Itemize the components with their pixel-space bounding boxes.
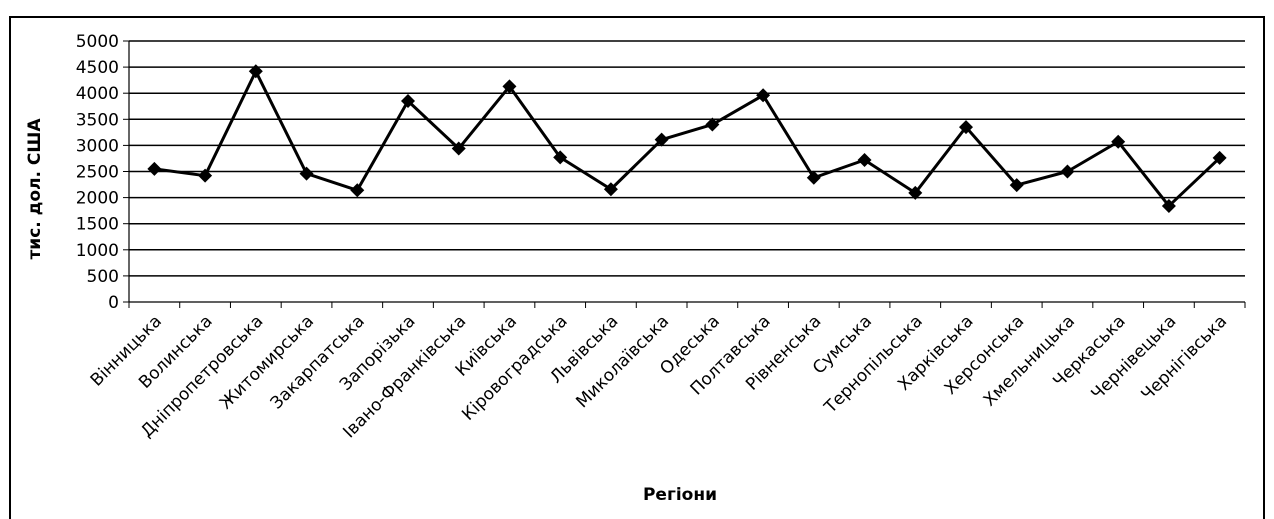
- y-tick-labels: 0 500 1000 1500 2000 2500 3000 3500 4000 4500 5000: [76, 32, 119, 313]
- data-point-marker: [756, 88, 771, 103]
- grid-lines: [129, 40, 1245, 277]
- chart-frame: [9, 16, 1265, 519]
- axes: [123, 40, 1246, 308]
- data-point-marker: [705, 117, 720, 132]
- data-point-marker: [1009, 178, 1024, 193]
- data-point-marker: [603, 182, 618, 197]
- y-tick-label: 4500: [76, 58, 119, 78]
- data-point-marker: [451, 141, 466, 156]
- data-point-marker: [502, 79, 517, 94]
- y-axis-title: тис. дол. США: [25, 118, 45, 260]
- data-point-marker: [908, 185, 923, 200]
- data-point-marker: [198, 168, 213, 183]
- data-point-marker: [959, 120, 973, 135]
- data-point-marker: [857, 153, 872, 168]
- y-tick-label: 2000: [76, 189, 119, 209]
- x-axis-title: Регіони: [643, 485, 717, 505]
- y-tick-label: 5000: [76, 32, 119, 52]
- y-tick-label: 0: [108, 293, 119, 313]
- y-tick-label: 3000: [76, 136, 119, 156]
- data-point-marker: [1161, 198, 1176, 213]
- y-tick-label: 2500: [76, 163, 119, 183]
- data-point-marker: [806, 170, 821, 185]
- x-tick-labels: ВінницькаВолинськаДніпропетровськаЖитоми…: [87, 311, 1231, 442]
- y-tick-label: 4000: [76, 84, 119, 104]
- data-point-marker: [1111, 134, 1126, 149]
- data-point-marker: [1212, 150, 1227, 165]
- data-point-marker: [1060, 164, 1075, 179]
- y-tick-label: 3500: [76, 110, 119, 130]
- x-tick-label: Хмельницька: [980, 311, 1079, 410]
- data-point-marker: [299, 166, 314, 181]
- data-point-marker: [401, 94, 415, 109]
- series-line: [154, 69, 1221, 208]
- data-point-marker: [654, 132, 669, 147]
- data-point-marker: [350, 183, 365, 198]
- data-point-marker: [147, 161, 162, 176]
- y-tick-label: 1500: [76, 215, 119, 235]
- y-tick-label: 1000: [76, 241, 119, 261]
- data-point-marker: [553, 150, 568, 165]
- y-tick-label: 500: [87, 267, 119, 287]
- series: [147, 64, 1227, 213]
- data-point-marker: [248, 64, 263, 79]
